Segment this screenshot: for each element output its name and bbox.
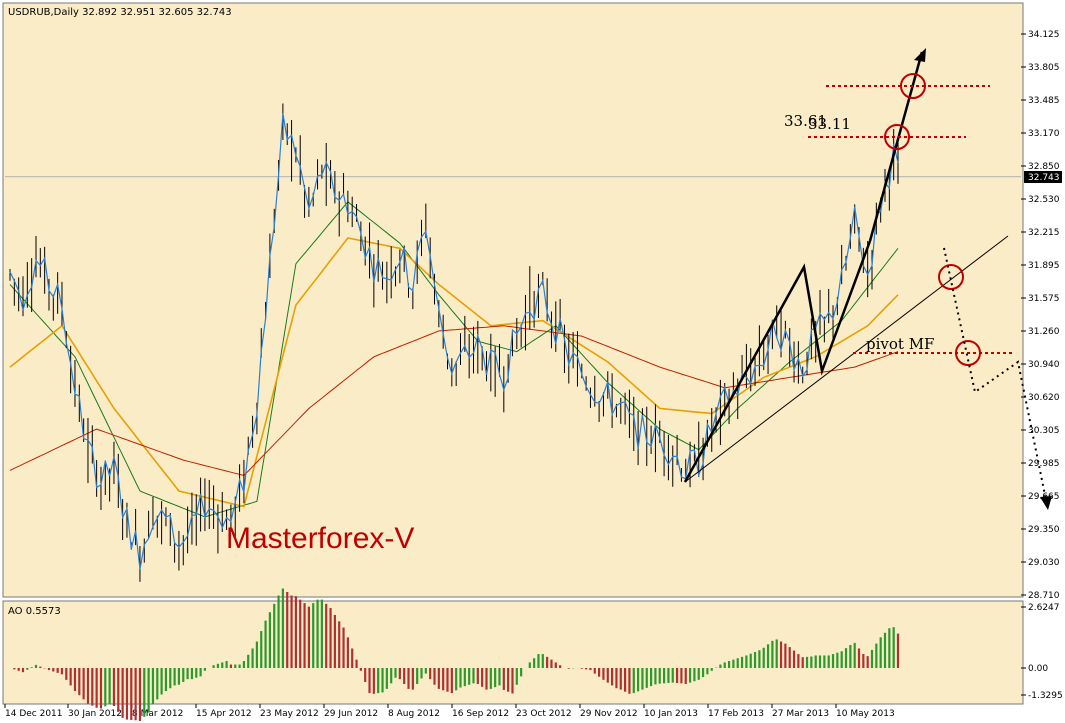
date-tick-label: 29 Jun 2012 — [324, 709, 378, 719]
ao-histogram: 2.6247 0.00 -1.3295 — [13, 588, 1063, 721]
price-tick-label: 31.260 — [1028, 327, 1060, 337]
date-tick-label: 16 Sep 2012 — [452, 709, 509, 719]
trend-line — [684, 235, 1009, 483]
ao-label: AO 0.5573 — [8, 606, 61, 617]
price-tick-label: 30.940 — [1028, 360, 1060, 370]
price-tick-label: 30.620 — [1028, 393, 1060, 403]
target-circle-lower — [884, 124, 910, 150]
moving-average-line — [9, 325, 899, 477]
date-tick-label: 29 Nov 2012 — [580, 709, 638, 719]
price-tick-label: 31.575 — [1028, 294, 1060, 304]
price-tick-label: 33.170 — [1028, 129, 1060, 139]
annotations — [683, 48, 1052, 510]
date-tick-label: 23 Oct 2012 — [516, 709, 572, 719]
current-price-badge — [1024, 171, 1062, 183]
time-axis: 14 Dec 2011 30 Jan 2012 8 Mar 2012 15 Apr 2… — [4, 704, 895, 719]
date-tick-label: 8 Mar 2012 — [132, 709, 183, 719]
wave-lines — [683, 240, 872, 483]
date-tick-label: 23 May 2012 — [260, 709, 319, 719]
date-tick-label: 10 May 2013 — [836, 709, 895, 719]
price-tick-label: 33.805 — [1028, 63, 1060, 73]
projection-arrow-head — [1040, 496, 1052, 510]
price-tick-label: 33.485 — [1028, 96, 1060, 106]
ao-tick-label: -1.3295 — [1028, 691, 1063, 701]
projection-path — [943, 247, 1047, 501]
moving-averages — [9, 201, 899, 518]
price-tick-label: 34.125 — [1028, 30, 1060, 40]
date-tick-label: 15 Apr 2012 — [196, 709, 252, 719]
date-tick-label: 10 Jan 2013 — [644, 709, 698, 719]
price-tick-label: 31.895 — [1028, 261, 1060, 271]
pivot-circle — [955, 340, 981, 366]
price-tick-label: 32.530 — [1028, 195, 1060, 205]
price-candles — [9, 103, 899, 582]
reversal-circle — [938, 264, 964, 290]
current-price-label: 32.743 — [1028, 173, 1060, 183]
date-tick-label: 17 Feb 2013 — [708, 709, 764, 719]
target-arrow-line — [868, 51, 924, 242]
price-tick-label: 29.030 — [1028, 558, 1060, 568]
date-tick-label: 30 Jan 2012 — [68, 709, 122, 719]
level-label-33-61: 33.61 — [784, 112, 827, 130]
level-label-33-11: 33.11 — [808, 115, 851, 133]
moving-average-line — [9, 201, 899, 518]
price-tick-label: 32.850 — [1028, 162, 1060, 172]
ao-tick-label: 2.6247 — [1028, 603, 1060, 613]
target-circle-upper — [900, 73, 926, 99]
price-tick-label: 28.710 — [1028, 591, 1060, 601]
moving-average-line — [9, 237, 899, 508]
watermark-text: Masterforex-V — [226, 522, 414, 555]
pivot-label: pivot MF — [866, 335, 934, 353]
price-tick-label: 29.985 — [1028, 459, 1060, 469]
price-axis: 34.125 33.805 33.485 33.170 32.850 32.530 32.2… — [5, 30, 1060, 601]
date-tick-label: 14 Dec 2011 — [5, 709, 63, 719]
symbol-header: USDRUB,Daily 32.892 32.951 32.605 32.743 — [8, 7, 232, 18]
arrow-head — [914, 48, 926, 62]
close-price-line — [9, 113, 899, 570]
date-tick-label: 27 Mar 2013 — [772, 709, 829, 719]
date-tick-label: 8 Aug 2012 — [388, 709, 440, 719]
price-tick-label: 29.350 — [1028, 525, 1060, 535]
ao-tick-label: 0.00 — [1028, 664, 1048, 674]
price-tick-label: 30.305 — [1028, 426, 1060, 436]
price-tick-label: 32.215 — [1028, 228, 1060, 238]
